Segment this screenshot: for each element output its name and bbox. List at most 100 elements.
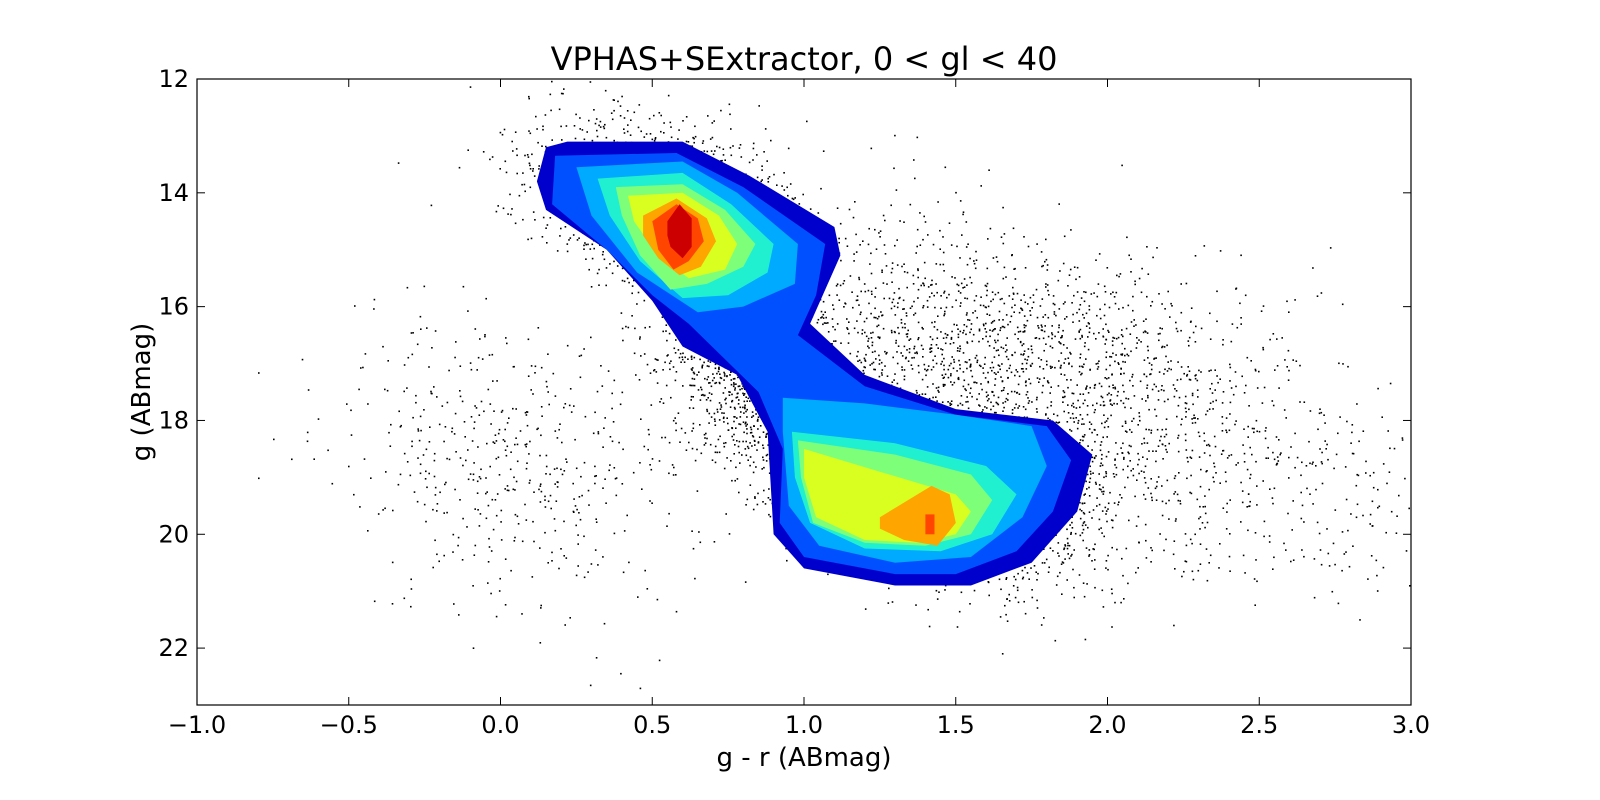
scatter-point (711, 379, 714, 382)
scatter-point (868, 347, 870, 349)
scatter-point (613, 379, 616, 382)
scatter-point (840, 342, 842, 344)
scatter-point (643, 136, 646, 138)
scatter-point (708, 412, 711, 415)
scatter-point (530, 237, 533, 240)
scatter-point (744, 388, 746, 390)
scatter-point (604, 89, 607, 92)
scatter-point (714, 445, 717, 448)
scatter-point (731, 400, 733, 403)
scatter-point (719, 382, 721, 385)
scatter-point (634, 327, 636, 330)
scatter-point (1081, 532, 1084, 534)
scatter-point (1082, 582, 1085, 584)
scatter-point (542, 125, 544, 128)
scatter-point (1123, 598, 1125, 600)
scatter-point (524, 190, 526, 193)
scatter-point (730, 371, 732, 373)
scatter-point (758, 105, 760, 107)
scatter-point (1084, 638, 1087, 641)
scatter-point (820, 317, 822, 319)
scatter-point (1163, 549, 1165, 552)
scatter-point (1005, 578, 1007, 580)
scatter-point (692, 422, 695, 425)
scatter-point (639, 338, 641, 340)
scatter-point (1012, 585, 1015, 587)
scatter-point (714, 420, 716, 422)
scatter-point (591, 257, 594, 260)
scatter-point (626, 110, 629, 112)
scatter-point (613, 109, 615, 112)
scatter-point (706, 410, 709, 413)
scatter-point (753, 439, 756, 442)
scatter-point (583, 348, 585, 350)
scatter-point (714, 367, 717, 370)
scatter-point (710, 150, 713, 152)
scatter-point (714, 461, 717, 464)
scatter-point (1115, 514, 1117, 517)
scatter-point (503, 128, 506, 131)
scatter-point (864, 608, 867, 610)
scatter-point (598, 284, 600, 286)
scatter-point (542, 128, 544, 131)
scatter-point (1030, 567, 1032, 569)
scatter-point (631, 315, 633, 317)
scatter-point (683, 361, 686, 363)
scatter-point (742, 421, 745, 423)
scatter-point (995, 373, 997, 375)
scatter-point (1109, 403, 1112, 405)
scatter-point (718, 451, 721, 454)
scatter-point (1084, 524, 1087, 526)
scatter-point (734, 387, 736, 389)
scatter-point (545, 227, 547, 229)
scatter-point (705, 432, 707, 435)
scatter-point (746, 408, 748, 411)
scatter-point (657, 359, 659, 361)
scatter-point (757, 442, 760, 444)
scatter-point (717, 438, 720, 441)
scatter-point (744, 404, 746, 407)
scatter-point (762, 459, 765, 461)
scatter-point (944, 589, 946, 591)
scatter-point (849, 352, 852, 355)
scatter-point (619, 115, 622, 117)
scatter-point (718, 419, 721, 421)
scatter-point (1055, 584, 1058, 586)
scatter-point (806, 120, 808, 123)
scatter-point (639, 336, 641, 338)
scatter-point (711, 136, 714, 139)
scatter-point (1091, 560, 1093, 562)
scatter-point (737, 376, 739, 379)
scatter-point (693, 137, 695, 140)
scatter-point (613, 260, 615, 263)
scatter-point (941, 401, 944, 403)
scatter-point (1093, 568, 1096, 570)
scatter-point (766, 160, 768, 162)
scatter-point (886, 375, 889, 377)
scatter-point (744, 407, 746, 410)
scatter-point (746, 498, 749, 501)
scatter-point (532, 170, 534, 172)
scatter-point (729, 113, 731, 116)
scatter-point (714, 150, 716, 152)
scatter-point (729, 374, 731, 376)
scatter-point (609, 263, 611, 265)
scatter-point (881, 269, 883, 272)
scatter-point (723, 445, 726, 448)
scatter-point (703, 150, 706, 152)
scatter-point (1021, 569, 1024, 572)
scatter-point (1094, 543, 1096, 546)
scatter-point (1007, 393, 1009, 395)
scatter-point (880, 361, 883, 364)
scatter-point (733, 406, 736, 409)
scatter-point (1120, 601, 1122, 604)
scatter-point (783, 172, 785, 174)
scatter-point (663, 122, 665, 124)
scatter-point (690, 384, 693, 387)
scatter-point (666, 355, 668, 357)
scatter-point (521, 183, 523, 186)
scatter-point (763, 151, 765, 153)
scatter-point (751, 416, 753, 418)
scatter-point (727, 429, 730, 431)
